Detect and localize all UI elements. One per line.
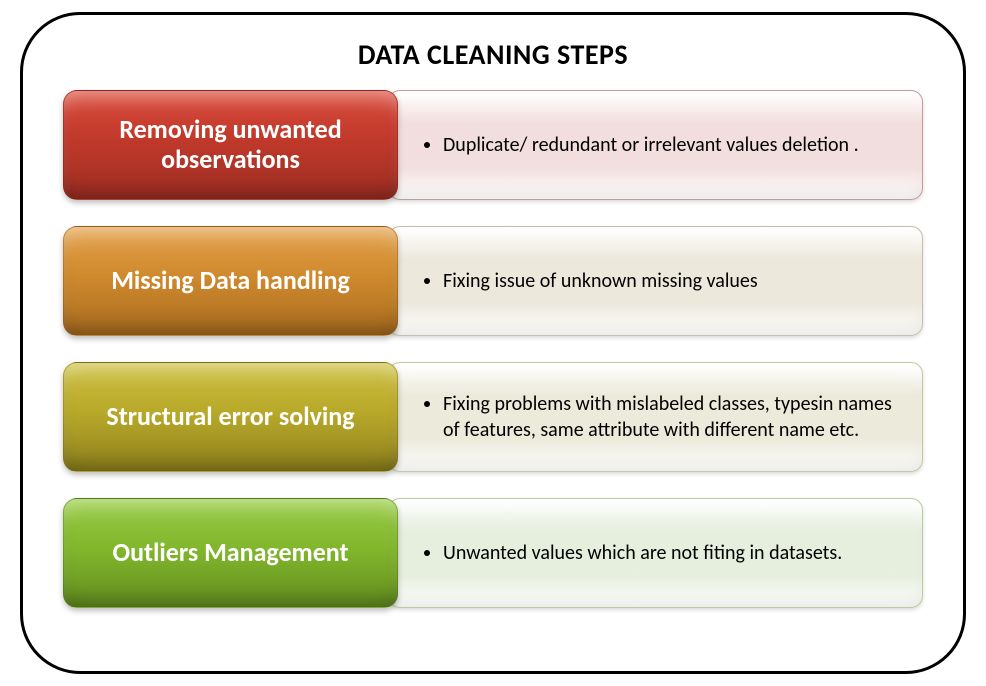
step-label: Missing Data handling <box>111 266 350 296</box>
step-desc-list: Fixing problems with mislabeled classes,… <box>425 391 898 443</box>
step-desc: Fixing issue of unknown missing values <box>443 268 758 294</box>
step-row: Structural error solving Fixing problems … <box>63 362 923 472</box>
step-desc-list: Fixing issue of unknown missing values <box>425 268 758 294</box>
step-label-box: Structural error solving <box>63 362 398 472</box>
step-desc-list: Unwanted values which are not fiting in … <box>425 540 842 566</box>
step-row: Removing unwanted observations Duplicate/… <box>63 90 923 200</box>
step-label: Structural error solving <box>106 402 354 432</box>
step-label: Outliers Management <box>112 538 348 568</box>
step-desc-list: Duplicate/ redundant or irrelevant value… <box>425 132 859 158</box>
step-row: Outliers Management Unwanted values which… <box>63 498 923 608</box>
step-label-box: Removing unwanted observations <box>63 90 398 200</box>
step-desc: Unwanted values which are not fiting in … <box>443 540 842 566</box>
step-desc-box: Duplicate/ redundant or irrelevant value… <box>388 90 923 200</box>
step-desc: Duplicate/ redundant or irrelevant value… <box>443 132 859 158</box>
step-row: Missing Data handling Fixing issue of unk… <box>63 226 923 336</box>
steps-container: Removing unwanted observations Duplicate/… <box>23 90 963 608</box>
diagram-frame: DATA CLEANING STEPS Removing unwanted ob… <box>20 12 966 674</box>
step-desc-box: Fixing problems with mislabeled classes,… <box>388 362 923 472</box>
step-label-box: Missing Data handling <box>63 226 398 336</box>
step-desc-box: Unwanted values which are not fiting in … <box>388 498 923 608</box>
step-label: Removing unwanted observations <box>82 115 379 175</box>
diagram-title: DATA CLEANING STEPS <box>23 37 963 72</box>
step-desc-box: Fixing issue of unknown missing values <box>388 226 923 336</box>
step-desc: Fixing problems with mislabeled classes,… <box>443 391 898 443</box>
step-label-box: Outliers Management <box>63 498 398 608</box>
